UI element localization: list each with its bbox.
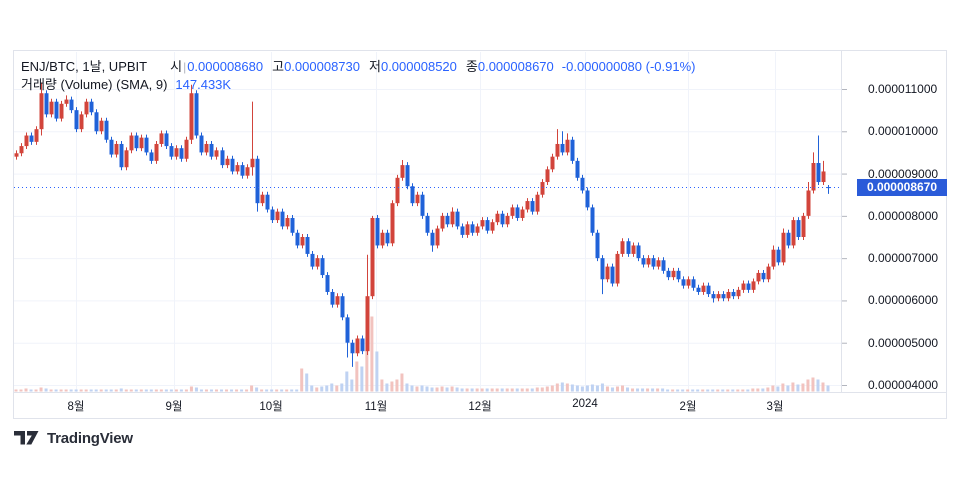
high-value: 0.000008730 [284, 59, 360, 74]
change-value: -0.000000080 (-0.91%) [561, 59, 696, 74]
candlestick-chart[interactable] [13, 50, 947, 419]
price-axis-label: 0.000006000 [868, 293, 939, 308]
indicator-row: 거래량 (Volume) (SMA, 9) 147.433K [21, 76, 695, 94]
symbol-title[interactable]: ENJ/BTC, 1날, UPBIT [21, 59, 148, 74]
tradingview-logo-text: TradingView [47, 430, 133, 447]
chart-legend: ENJ/BTC, 1날, UPBIT 시|0.000008680 고0.000008… [21, 58, 695, 94]
price-axis-label: 0.000008000 [868, 208, 939, 223]
tradingview-logo[interactable]: TradingView [14, 430, 133, 447]
price-axis-label: 0.000005000 [868, 335, 939, 350]
open-label: 시 [170, 59, 183, 74]
price-axis-label: 0.000007000 [868, 251, 939, 266]
time-axis-label: 11월 [364, 401, 388, 413]
close-value: 0.000008670 [477, 59, 554, 74]
indicator-title[interactable]: 거래량 (Volume) (SMA, 9) [21, 77, 168, 92]
price-axis-label: 0.000009000 [868, 166, 939, 181]
low-label: 저 [369, 59, 381, 74]
time-axis-label: 8월 [67, 401, 85, 413]
chart-panel: ENJ/BTC, 1날, UPBIT 시|0.000008680 고0.000008… [13, 50, 947, 419]
indicator-value: 147.433K [175, 77, 232, 92]
symbol-row: ENJ/BTC, 1날, UPBIT 시|0.000008680 고0.000008… [21, 58, 695, 76]
last-price-value: 0.000008670 [866, 180, 938, 195]
time-axis-label: 9월 [165, 401, 183, 413]
time-axis-label: 10월 [259, 401, 283, 413]
price-axis-label: 0.000010000 [868, 124, 939, 139]
time-axis-label: 2024 [572, 398, 598, 410]
legend-divider: | [183, 60, 187, 74]
last-price-badge: 0.000008670 [857, 179, 947, 197]
time-axis-label: 12월 [468, 401, 492, 413]
time-axis-label: 3월 [766, 401, 784, 413]
low-value: 0.000008520 [380, 59, 457, 74]
time-axis-label: 2월 [679, 401, 697, 413]
price-axis[interactable]: 0.000011000 0.000010000 0.000009000 0.00000… [841, 50, 947, 392]
high-label: 고 [272, 59, 285, 74]
open-value: 0.000008680 [187, 59, 264, 74]
close-label: 종 [465, 59, 478, 74]
price-axis-label: 0.000004000 [868, 378, 939, 392]
time-axis[interactable]: 8월 9월 10월 11월 12월 2024 2월 3월 [13, 393, 841, 419]
price-axis-label: 0.000011000 [868, 82, 938, 96]
tradingview-logo-icon [14, 431, 39, 445]
